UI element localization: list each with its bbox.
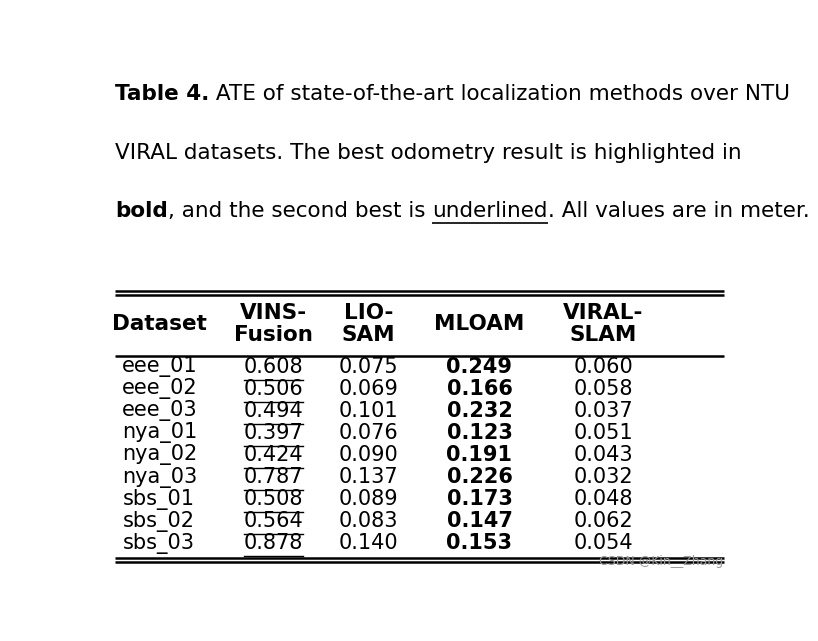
Text: 0.090: 0.090 <box>339 445 398 465</box>
Text: 0.147: 0.147 <box>447 511 512 531</box>
Text: 0.075: 0.075 <box>339 357 398 377</box>
Text: CSDN @Kin__Zhang: CSDN @Kin__Zhang <box>600 555 724 568</box>
Text: VIRAL-
SLAM: VIRAL- SLAM <box>563 303 643 344</box>
Text: 0.249: 0.249 <box>447 357 512 377</box>
Text: 0.140: 0.140 <box>339 533 398 553</box>
Text: 0.076: 0.076 <box>339 423 398 443</box>
Text: 0.058: 0.058 <box>573 379 633 399</box>
Text: 0.564: 0.564 <box>244 511 303 531</box>
Text: 0.137: 0.137 <box>339 467 398 487</box>
Text: nya_03: nya_03 <box>122 467 197 488</box>
Text: , and the second best is: , and the second best is <box>168 201 432 221</box>
Text: 0.506: 0.506 <box>244 379 303 399</box>
Text: VINS-
Fusion: VINS- Fusion <box>234 303 312 344</box>
Text: ATE of state-of-the-art localization methods over NTU: ATE of state-of-the-art localization met… <box>209 85 790 104</box>
Text: 0.054: 0.054 <box>573 533 633 553</box>
Text: 0.232: 0.232 <box>447 401 512 421</box>
Text: 0.424: 0.424 <box>244 445 303 465</box>
Text: 0.494: 0.494 <box>244 401 303 421</box>
Text: 0.123: 0.123 <box>447 423 512 443</box>
Text: 0.226: 0.226 <box>447 467 512 487</box>
Text: 0.153: 0.153 <box>447 533 512 553</box>
Text: sbs_03: sbs_03 <box>124 533 196 554</box>
Text: nya_01: nya_01 <box>122 422 197 444</box>
Text: 0.397: 0.397 <box>244 423 303 443</box>
Text: 0.787: 0.787 <box>244 467 303 487</box>
Text: . All values are in meter.: . All values are in meter. <box>547 201 809 221</box>
Text: VIRAL datasets. The best odometry result is highlighted in: VIRAL datasets. The best odometry result… <box>115 142 742 163</box>
Text: 0.166: 0.166 <box>447 379 512 399</box>
Text: 0.069: 0.069 <box>339 379 398 399</box>
Text: 0.101: 0.101 <box>339 401 398 421</box>
Text: Table 4.: Table 4. <box>115 85 209 104</box>
Text: 0.173: 0.173 <box>447 489 512 509</box>
Text: eee_03: eee_03 <box>122 401 197 421</box>
Text: 0.043: 0.043 <box>573 445 633 465</box>
Text: 0.508: 0.508 <box>244 489 303 509</box>
Text: 0.062: 0.062 <box>573 511 633 531</box>
Text: sbs_02: sbs_02 <box>124 511 196 531</box>
Text: Dataset: Dataset <box>112 313 207 334</box>
Text: 0.083: 0.083 <box>339 511 398 531</box>
Text: 0.032: 0.032 <box>573 467 633 487</box>
Text: 0.060: 0.060 <box>573 357 633 377</box>
Text: 0.191: 0.191 <box>447 445 512 465</box>
Text: underlined: underlined <box>432 201 547 221</box>
Text: eee_01: eee_01 <box>122 356 197 378</box>
Text: LIO-
SAM: LIO- SAM <box>342 303 395 344</box>
Text: 0.878: 0.878 <box>244 533 303 553</box>
Text: nya_02: nya_02 <box>122 444 197 465</box>
Text: 0.037: 0.037 <box>573 401 633 421</box>
Text: 0.608: 0.608 <box>244 357 303 377</box>
Text: sbs_01: sbs_01 <box>124 488 196 510</box>
Text: eee_02: eee_02 <box>122 378 197 399</box>
Text: 0.051: 0.051 <box>573 423 633 443</box>
Text: MLOAM: MLOAM <box>434 313 524 334</box>
Text: 0.048: 0.048 <box>573 489 633 509</box>
Text: 0.089: 0.089 <box>339 489 398 509</box>
Text: bold: bold <box>115 201 168 221</box>
